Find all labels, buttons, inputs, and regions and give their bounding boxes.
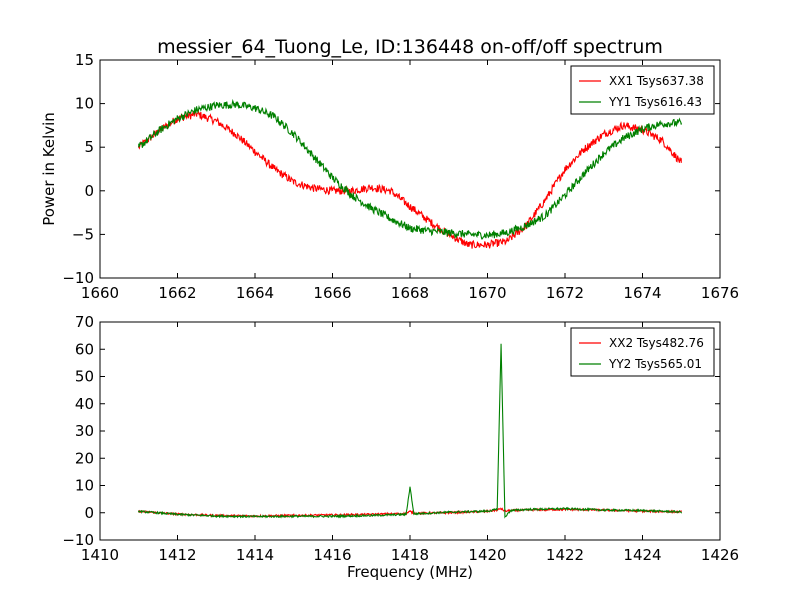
figure-title: messier_64_Tuong_Le, ID:136448 on-off/of… xyxy=(157,36,663,58)
y-tick-label: 5 xyxy=(84,138,94,156)
x-tick-label: 1676 xyxy=(701,284,739,302)
y-tick-label: 40 xyxy=(75,395,94,413)
x-tick-label: 1420 xyxy=(468,546,506,564)
y-tick-label: −10 xyxy=(62,531,94,549)
top-panel-xx1-yy1: 1660 1662 1664 1666 1668 1670 1672 1674 1676 −10 −… xyxy=(40,51,739,302)
x-tick-label: 1674 xyxy=(623,284,661,302)
bottom-panel-xx2-yy2: 1410 1412 1414 1416 1418 1420 1422 1424 1426 −10 0… xyxy=(62,313,739,581)
legend-entry: XX1 Tsys637.38 xyxy=(609,74,704,88)
y-axis-label: Power in Kelvin xyxy=(40,112,58,226)
x-tick-label: 1426 xyxy=(701,546,739,564)
y-tick-label: 50 xyxy=(75,368,94,386)
series-line-yy1 xyxy=(138,98,682,240)
y-tick-label: 10 xyxy=(75,477,94,495)
x-tick-label: 1416 xyxy=(313,546,351,564)
y-tick-label: 60 xyxy=(75,340,94,358)
y-tick-label: 10 xyxy=(75,95,94,113)
x-tick-label: 1410 xyxy=(81,546,119,564)
x-tick-label: 1418 xyxy=(391,546,429,564)
y-tick-label: 30 xyxy=(75,422,94,440)
x-tick-label: 1672 xyxy=(546,284,584,302)
x-tick-label: 1670 xyxy=(468,284,506,302)
series-line-xx1 xyxy=(138,110,682,249)
x-axis-label: Frequency (MHz) xyxy=(347,563,473,581)
y-tick-label: 0 xyxy=(84,182,94,200)
y-tick-label: 15 xyxy=(75,51,94,69)
x-tick-label: 1414 xyxy=(236,546,274,564)
legend-box xyxy=(570,65,715,115)
legend-entry: YY2 Tsys565.01 xyxy=(608,357,702,371)
x-tick-label: 1664 xyxy=(236,284,274,302)
x-tick-label: 1668 xyxy=(391,284,429,302)
x-tick-label: 1412 xyxy=(158,546,196,564)
legend-box xyxy=(570,327,715,377)
y-tick-label: −5 xyxy=(72,225,94,243)
x-tick-label: 1424 xyxy=(623,546,661,564)
x-tick-label: 1422 xyxy=(546,546,584,564)
x-tick-label: 1660 xyxy=(81,284,119,302)
y-tick-label: 70 xyxy=(75,313,94,331)
x-tick-label: 1662 xyxy=(158,284,196,302)
y-tick-label: 20 xyxy=(75,449,94,467)
legend-entry: YY1 Tsys616.43 xyxy=(608,95,702,109)
legend-entry: XX2 Tsys482.76 xyxy=(609,336,704,350)
y-tick-label: 0 xyxy=(84,504,94,522)
y-tick-label: −10 xyxy=(62,269,94,287)
series-line-yy2 xyxy=(138,343,682,519)
x-tick-label: 1666 xyxy=(313,284,351,302)
